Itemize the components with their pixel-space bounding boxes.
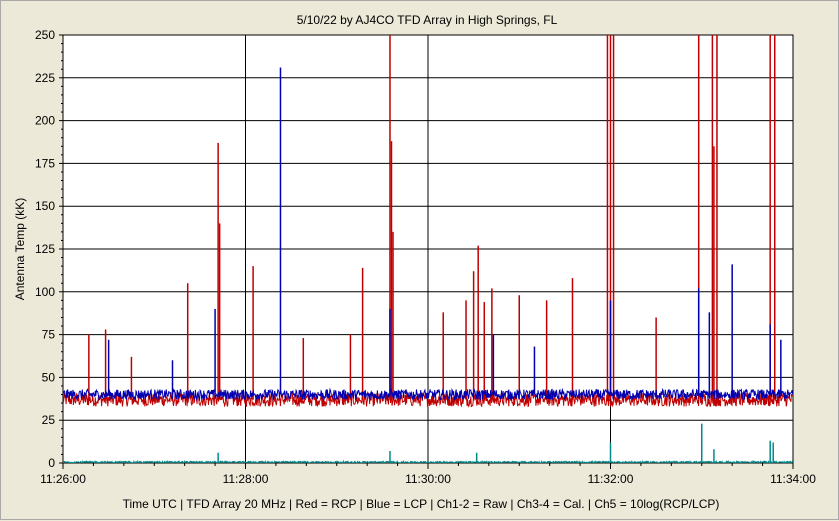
series-layer	[63, 35, 793, 463]
y-tick-label: 0	[48, 456, 55, 470]
series-line	[63, 459, 793, 463]
y-tick-label: 100	[35, 285, 55, 299]
y-tick-label: 150	[35, 199, 55, 213]
series-lcp	[63, 67, 793, 402]
y-tick-label: 250	[35, 28, 55, 42]
y-axis-label: Antenna Temp (kK)	[13, 198, 27, 301]
series-ch5	[63, 423, 793, 463]
x-tick-label: 11:26:00	[40, 472, 86, 486]
x-tick-label: 11:32:00	[588, 472, 634, 486]
y-tick-label: 50	[42, 370, 56, 384]
y-tick-label: 75	[42, 328, 56, 342]
y-tick-label: 125	[35, 242, 55, 256]
axis-ticks: 0 25 50 75 100 125 150 175 200 225 250 11:26:00 11:2…	[35, 28, 816, 486]
chart-title: 5/10/22 by AJ4CO TFD Array in High Sprin…	[297, 13, 558, 27]
x-tick-label: 11:28:00	[223, 472, 269, 486]
x-tick-label: 11:34:00	[770, 472, 816, 486]
series-line	[63, 387, 793, 402]
x-tick-label: 11:30:00	[405, 472, 451, 486]
y-tick-label: 175	[35, 156, 55, 170]
y-tick-label: 25	[42, 413, 56, 427]
series-rcp	[63, 35, 793, 408]
y-tick-label: 225	[35, 71, 55, 85]
x-axis-label: Time UTC | TFD Array 20 MHz | Red = RCP …	[123, 497, 720, 511]
y-tick-label: 200	[35, 114, 55, 128]
